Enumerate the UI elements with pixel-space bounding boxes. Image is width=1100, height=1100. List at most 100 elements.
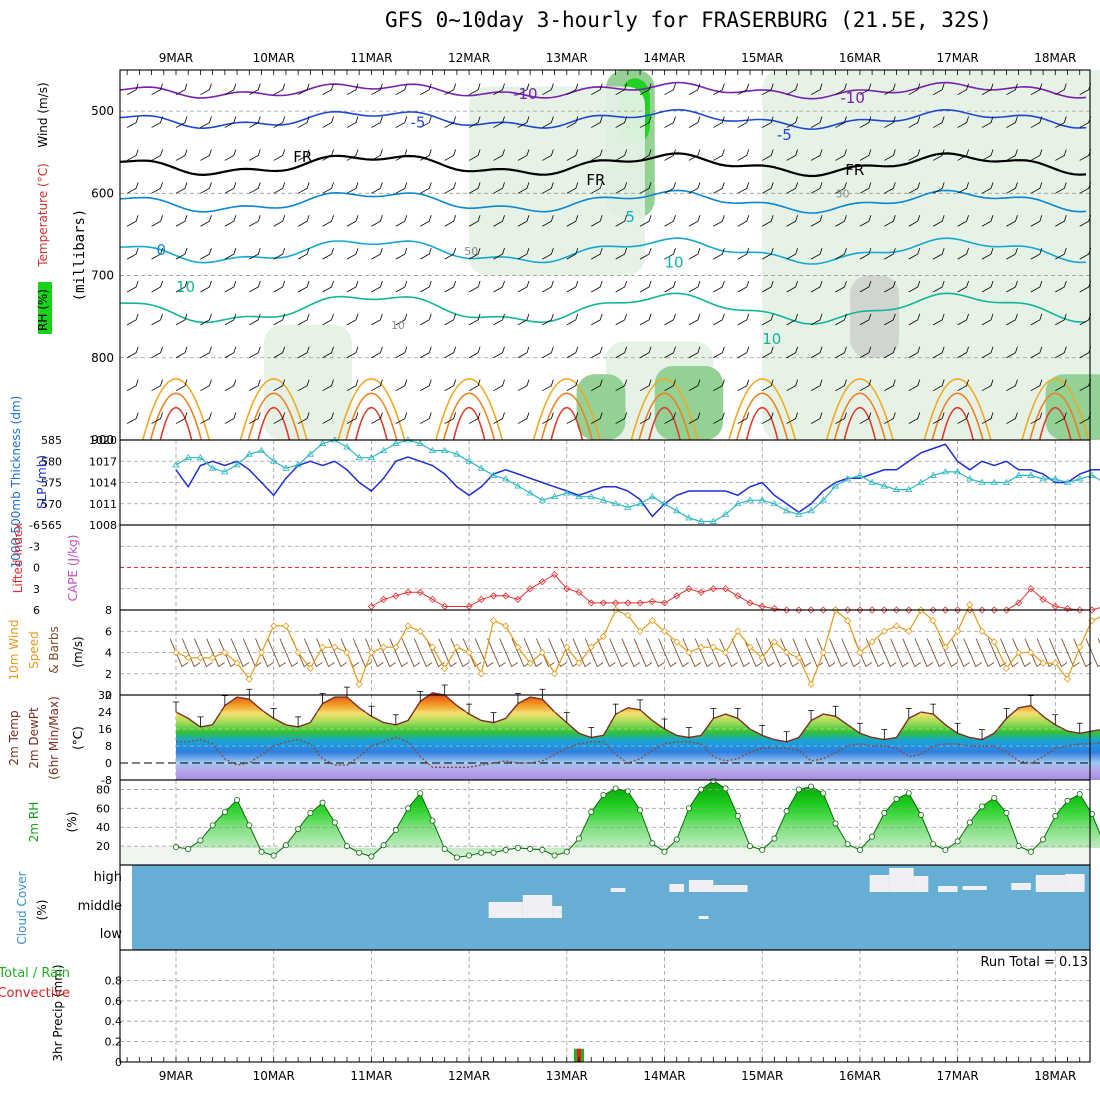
upper-wind-barb — [224, 215, 237, 227]
upper-wind-barb — [1055, 116, 1067, 128]
upper-wind-barb — [981, 83, 994, 96]
precip-convective-bar — [577, 1048, 582, 1062]
upper-wind-barb — [126, 182, 139, 194]
rh-marker — [820, 790, 827, 797]
slp-line — [175, 439, 1100, 523]
surface-wind-barb — [364, 638, 384, 668]
rh-marker — [685, 805, 692, 812]
rh-marker — [1027, 848, 1034, 855]
wind-speed-marker — [770, 638, 778, 646]
upper-wind-barb — [762, 412, 774, 424]
surface-wind-barb — [865, 638, 885, 668]
wind-speed-marker — [807, 680, 815, 688]
rh-marker — [246, 822, 253, 829]
upper-wind-barb — [371, 182, 383, 194]
cape-axis-label: CAPE (J/kg) — [66, 535, 80, 602]
upper-wind-barb — [762, 280, 774, 293]
slp-marker — [392, 439, 400, 446]
upper-wind-barb — [322, 149, 334, 161]
upper-wind-barb — [615, 247, 628, 260]
minmax-marker — [1052, 714, 1059, 725]
slp-marker — [624, 503, 632, 510]
slp-marker — [355, 453, 363, 461]
upper-wind-barb — [981, 379, 994, 392]
thickness-line — [175, 443, 1100, 518]
upper-wind-barb — [420, 346, 432, 359]
rh-shading — [654, 366, 724, 440]
rh-marker — [844, 841, 851, 848]
bottom-date-label: 11MAR — [350, 1069, 392, 1083]
temperature-legend-label: Temperature (°C) — [36, 163, 50, 268]
upper-wind-barb — [444, 149, 457, 161]
upper-wind-barb — [957, 215, 969, 227]
surface-wind-barb — [1061, 638, 1080, 668]
rh-marker — [869, 833, 876, 840]
upper-wind-barb — [859, 182, 872, 194]
slp-marker — [917, 478, 925, 485]
upper-wind-barb — [395, 116, 408, 128]
upper-wind-barb — [688, 346, 701, 359]
upper-wind-barb — [1055, 412, 1067, 424]
page-title: GFS 0~10day 3-hourly for FRASERBURG (21.… — [385, 8, 992, 32]
upper-wind-barb — [786, 313, 799, 326]
upper-wind-barb — [1006, 247, 1018, 260]
li-marker — [1039, 595, 1047, 603]
upper-wind-barb — [224, 116, 237, 128]
slp-marker — [477, 464, 486, 471]
upper-wind-barb — [615, 313, 628, 326]
surface-wind-barb — [633, 638, 653, 668]
upper-wind-barb — [835, 313, 847, 326]
upper-wind-barb — [175, 346, 188, 359]
wind-speed-marker — [599, 632, 608, 641]
rh-marker — [197, 837, 204, 844]
rh-marker — [380, 842, 387, 849]
upper-wind-barb — [273, 379, 286, 392]
upper-wind-barb — [810, 215, 823, 227]
minmax-marker — [441, 684, 448, 695]
upper-wind-barb — [908, 116, 921, 128]
upper-wind-barb — [908, 215, 921, 227]
rh-marker — [307, 810, 314, 817]
upper-wind-barb — [859, 83, 872, 96]
li-marker — [929, 606, 937, 614]
rh-marker — [698, 786, 705, 793]
minmax-marker — [343, 686, 350, 698]
upper-wind-barb — [420, 247, 432, 260]
li-marker — [489, 592, 498, 600]
upper-wind-barb — [591, 346, 603, 359]
wind-tick-label: 8 — [105, 604, 112, 617]
rh-marker — [759, 846, 766, 853]
wind-speed-marker — [587, 643, 595, 651]
li-marker — [648, 597, 656, 606]
upper-wind-barb — [615, 412, 628, 424]
li-marker — [685, 585, 693, 593]
upper-wind-barb — [591, 182, 603, 194]
upper-wind-barb — [664, 247, 676, 260]
slp-marker — [318, 439, 327, 446]
upper-wind-barb — [371, 379, 383, 392]
wind-speed-marker — [746, 643, 754, 651]
rh-axis-label: 2m RH — [27, 802, 41, 843]
slp-marker — [526, 489, 534, 496]
lifted-index-line — [371, 573, 1100, 611]
rh-marker — [343, 843, 350, 850]
minmax-marker — [734, 707, 741, 719]
upper-wind-barb — [762, 215, 774, 227]
upper-wind-barb — [1030, 346, 1043, 359]
upper-wind-barb — [884, 182, 896, 194]
upper-wind-barb — [175, 149, 188, 161]
slp-marker — [819, 496, 827, 503]
wind-axis-label-3: & Barbs — [47, 626, 61, 674]
wind-speed-marker — [636, 627, 644, 635]
li-marker — [416, 588, 424, 596]
upper-wind-barb — [615, 149, 628, 161]
wind-speed-marker — [392, 643, 400, 651]
isotherm-label: 0 — [156, 241, 166, 259]
rh-shading — [1045, 374, 1100, 440]
wind-speed-marker — [892, 622, 901, 630]
rh-contour-label: 50 — [464, 245, 478, 258]
wind-tick-label: 6 — [105, 625, 112, 638]
upper-wind-barb — [713, 346, 725, 359]
upper-wind-barb — [200, 215, 212, 227]
upper-wind-barb — [151, 215, 163, 227]
